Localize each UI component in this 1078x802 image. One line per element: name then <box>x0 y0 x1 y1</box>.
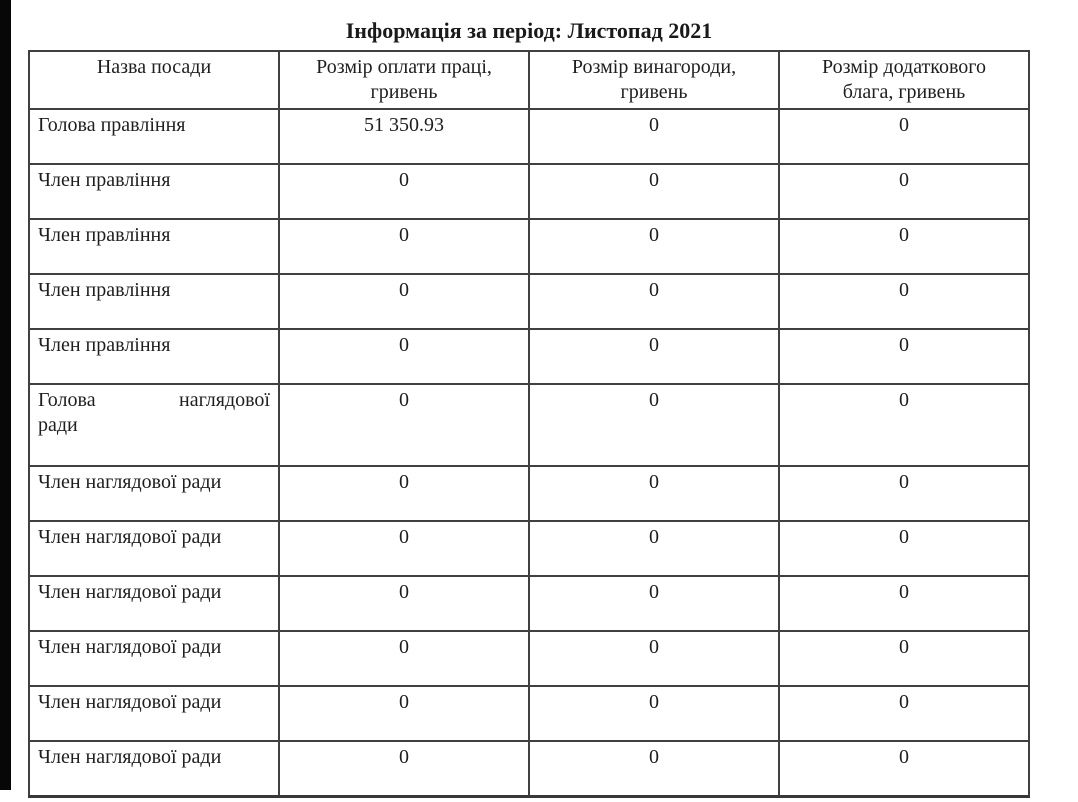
reward-cell: 0 <box>528 630 780 687</box>
salary-cell: 0 <box>278 575 530 632</box>
position-name-cell: Член наглядової ради <box>28 520 280 577</box>
benefit-cell: 0 <box>778 575 1030 632</box>
reward-cell: 0 <box>528 520 780 577</box>
table-row: Член правління 0 0 0 <box>28 218 1030 275</box>
salary-cell: 0 <box>278 630 530 687</box>
column-header-benefit: Розмір додаткового блага, гривень <box>778 50 1030 110</box>
salary-cell: 0 <box>278 163 530 220</box>
salary-cell: 0 <box>278 383 530 467</box>
reward-cell: 0 <box>528 740 780 797</box>
table-row: Голова наглядової ради 0 0 0 <box>28 383 1030 467</box>
column-header-reward: Розмір винагороди, гривень <box>528 50 780 110</box>
reward-cell: 0 <box>528 575 780 632</box>
salary-cell: 51 350.93 <box>278 108 530 165</box>
reward-cell: 0 <box>528 108 780 165</box>
table-row: Член наглядової ради 0 0 0 <box>28 575 1030 632</box>
position-name-cell: Голова правління <box>28 108 280 165</box>
benefit-cell: 0 <box>778 328 1030 385</box>
table-row: Член наглядової ради 0 0 0 <box>28 630 1030 687</box>
document-page: Інформація за період: Листопад 2021 Назв… <box>28 18 1030 798</box>
reward-cell: 0 <box>528 218 780 275</box>
salary-cell: 0 <box>278 685 530 742</box>
table-row: Член наглядової ради 0 0 0 <box>28 685 1030 742</box>
table-row: Член наглядової ради 0 0 0 <box>28 520 1030 577</box>
salary-cell: 0 <box>278 218 530 275</box>
benefit-cell: 0 <box>778 163 1030 220</box>
salary-cell: 0 <box>278 273 530 330</box>
reward-cell: 0 <box>528 273 780 330</box>
benefit-cell: 0 <box>778 273 1030 330</box>
position-name-cell: Член правління <box>28 163 280 220</box>
reward-cell: 0 <box>528 383 780 467</box>
reward-cell: 0 <box>528 328 780 385</box>
table-row: Член правління 0 0 0 <box>28 328 1030 385</box>
position-name-cell: Член наглядової ради <box>28 630 280 687</box>
position-name-cell: Член наглядової ради <box>28 465 280 522</box>
table-row: Член правління 0 0 0 <box>28 273 1030 330</box>
salary-cell: 0 <box>278 520 530 577</box>
position-name-cell: Член наглядової ради <box>28 575 280 632</box>
table-row: Член наглядової ради 0 0 0 <box>28 465 1030 522</box>
reward-cell: 0 <box>528 685 780 742</box>
position-name-cell: Член правління <box>28 328 280 385</box>
salary-cell: 0 <box>278 328 530 385</box>
column-header-position: Назва посади <box>28 50 280 110</box>
salary-table: Назва посади Розмір оплати праці, гривен… <box>28 50 1030 798</box>
benefit-cell: 0 <box>778 218 1030 275</box>
benefit-cell: 0 <box>778 630 1030 687</box>
header-row: Назва посади Розмір оплати праці, гривен… <box>28 50 1030 110</box>
benefit-cell: 0 <box>778 740 1030 797</box>
position-name-cell: Член правління <box>28 273 280 330</box>
position-name-cell: Голова наглядової ради <box>28 383 280 467</box>
salary-cell: 0 <box>278 465 530 522</box>
benefit-cell: 0 <box>778 685 1030 742</box>
benefit-cell: 0 <box>778 383 1030 467</box>
reward-cell: 0 <box>528 163 780 220</box>
benefit-cell: 0 <box>778 108 1030 165</box>
column-header-salary: Розмір оплати праці, гривень <box>278 50 530 110</box>
position-name-cell: Член наглядової ради <box>28 685 280 742</box>
position-name-cell: Член наглядової ради <box>28 740 280 797</box>
page-title: Інформація за період: Листопад 2021 <box>345 18 713 43</box>
table-row: Член наглядової ради 0 0 0 <box>28 740 1030 797</box>
table-row: Голова правління 51 350.93 0 0 <box>28 108 1030 165</box>
reward-cell: 0 <box>528 465 780 522</box>
salary-cell: 0 <box>278 740 530 797</box>
benefit-cell: 0 <box>778 520 1030 577</box>
left-edge-bar <box>0 0 11 790</box>
table-row: Член правління 0 0 0 <box>28 163 1030 220</box>
position-name-cell: Член правління <box>28 218 280 275</box>
benefit-cell: 0 <box>778 465 1030 522</box>
